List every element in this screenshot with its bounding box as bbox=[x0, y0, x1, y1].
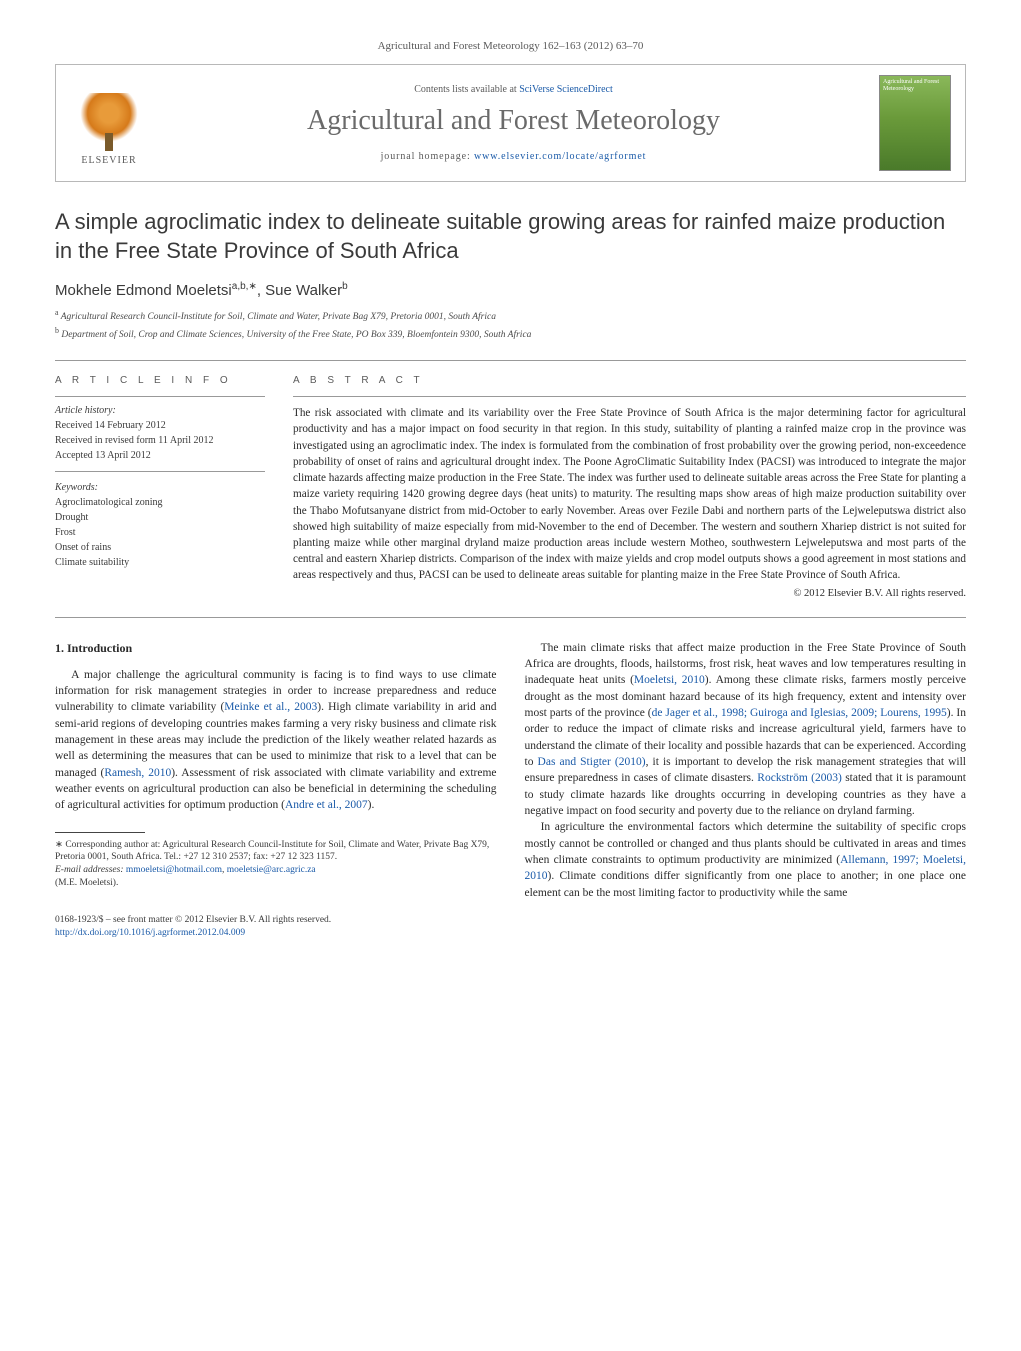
homepage-prefix: journal homepage: bbox=[381, 151, 474, 162]
footnote-divider bbox=[55, 832, 145, 833]
keywords-block: Keywords: Agroclimatological zoning Drou… bbox=[55, 480, 265, 570]
citation-link[interactable]: de Jager et al., 1998; Guiroga and Igles… bbox=[652, 707, 947, 719]
elsevier-tree-icon bbox=[80, 93, 138, 151]
divider bbox=[55, 360, 966, 361]
author-1: Mokhele Edmond Moeletsi bbox=[55, 282, 232, 299]
doi-link[interactable]: http://dx.doi.org/10.1016/j.agrformet.20… bbox=[55, 928, 245, 938]
footnotes: ∗ Corresponding author at: Agricultural … bbox=[55, 839, 497, 890]
keyword: Climate suitability bbox=[55, 555, 265, 570]
abstract-block: A B S T R A C T The risk associated with… bbox=[293, 375, 966, 599]
citation-link[interactable]: Moeletsi, 2010 bbox=[634, 674, 705, 686]
email-line: E-mail addresses: mmoeletsi@hotmail.com,… bbox=[55, 864, 497, 877]
history-accepted: Accepted 13 April 2012 bbox=[55, 448, 265, 463]
email-attribution: (M.E. Moeletsi). bbox=[55, 877, 497, 890]
article-title: A simple agroclimatic index to delineate… bbox=[55, 208, 966, 265]
journal-cover-thumb: Agricultural and Forest Meteorology bbox=[879, 75, 951, 171]
author-2-affil: b bbox=[342, 281, 348, 292]
issn-line: 0168-1923/$ – see front matter © 2012 El… bbox=[55, 914, 497, 927]
citation-link[interactable]: Rockström (2003) bbox=[757, 772, 842, 784]
elsevier-name: ELSEVIER bbox=[81, 155, 136, 166]
history-received: Received 14 February 2012 bbox=[55, 418, 265, 433]
keyword: Frost bbox=[55, 525, 265, 540]
keyword: Agroclimatological zoning bbox=[55, 495, 265, 510]
page-root: Agricultural and Forest Meteorology 162–… bbox=[0, 0, 1021, 971]
article-info: A R T I C L E I N F O Article history: R… bbox=[55, 375, 265, 599]
article-history: Article history: Received 14 February 20… bbox=[55, 403, 265, 472]
affiliation-b-text: Department of Soil, Crop and Climate Sci… bbox=[61, 330, 531, 340]
text-run: ). bbox=[368, 799, 375, 811]
affiliation-b: b Department of Soil, Crop and Climate S… bbox=[55, 325, 966, 342]
keyword: Onset of rains bbox=[55, 540, 265, 555]
homepage-line: journal homepage: www.elsevier.com/locat… bbox=[162, 151, 865, 162]
author-1-affil: a,b, bbox=[232, 281, 249, 292]
history-head: Article history: bbox=[55, 403, 265, 418]
abstract-label: A B S T R A C T bbox=[293, 375, 966, 386]
affiliation-a-text: Agricultural Research Council-Institute … bbox=[61, 312, 496, 322]
author-2: , Sue Walker bbox=[257, 282, 342, 299]
affiliation-a: a Agricultural Research Council-Institut… bbox=[55, 307, 966, 324]
keywords-head: Keywords: bbox=[55, 480, 265, 495]
section-heading: 1. Introduction bbox=[55, 640, 497, 657]
journal-header: ELSEVIER Contents lists available at Sci… bbox=[55, 64, 966, 182]
section-title: Introduction bbox=[67, 641, 132, 655]
body-columns: 1. Introduction A major challenge the ag… bbox=[55, 640, 966, 941]
keyword: Drought bbox=[55, 510, 265, 525]
email-link[interactable]: moeletsie@arc.agric.za bbox=[227, 865, 316, 875]
bottom-meta: 0168-1923/$ – see front matter © 2012 El… bbox=[55, 914, 497, 941]
citation-link[interactable]: Das and Stigter (2010) bbox=[538, 756, 646, 768]
contents-prefix: Contents lists available at bbox=[414, 84, 519, 95]
contents-line: Contents lists available at SciVerse Sci… bbox=[162, 84, 865, 95]
corresponding-author-note: ∗ Corresponding author at: Agricultural … bbox=[55, 839, 497, 865]
email-label: E-mail addresses: bbox=[55, 865, 126, 875]
cover-thumb-title: Agricultural and Forest Meteorology bbox=[883, 79, 947, 92]
divider bbox=[55, 617, 966, 618]
authors-line: Mokhele Edmond Moeletsia,b,∗, Sue Walker… bbox=[55, 281, 966, 299]
journal-reference: Agricultural and Forest Meteorology 162–… bbox=[55, 40, 966, 52]
abstract-copyright: © 2012 Elsevier B.V. All rights reserved… bbox=[293, 588, 966, 599]
author-1-corr: ∗ bbox=[248, 281, 256, 292]
sciencedirect-link[interactable]: SciVerse ScienceDirect bbox=[519, 84, 613, 95]
section-number: 1. bbox=[55, 641, 64, 655]
history-revised: Received in revised form 11 April 2012 bbox=[55, 433, 265, 448]
citation-link[interactable]: Ramesh, 2010 bbox=[104, 767, 171, 779]
affiliations: a Agricultural Research Council-Institut… bbox=[55, 307, 966, 342]
abstract-text: The risk associated with climate and its… bbox=[293, 405, 966, 584]
text-run: ). Climate conditions differ significant… bbox=[525, 870, 967, 898]
divider bbox=[293, 396, 966, 397]
paragraph: In agriculture the environmental factors… bbox=[525, 819, 967, 901]
paragraph: A major challenge the agricultural commu… bbox=[55, 667, 497, 814]
citation-link[interactable]: Meinke et al., 2003 bbox=[224, 701, 317, 713]
meta-row: A R T I C L E I N F O Article history: R… bbox=[55, 375, 966, 599]
homepage-link[interactable]: www.elsevier.com/locate/agrformet bbox=[474, 151, 646, 162]
header-center: Contents lists available at SciVerse Sci… bbox=[162, 84, 865, 162]
paragraph: The main climate risks that affect maize… bbox=[525, 640, 967, 820]
elsevier-logo: ELSEVIER bbox=[70, 81, 148, 166]
divider bbox=[55, 396, 265, 397]
journal-title: Agricultural and Forest Meteorology bbox=[162, 105, 865, 137]
column-left: 1. Introduction A major challenge the ag… bbox=[55, 640, 497, 941]
article-info-label: A R T I C L E I N F O bbox=[55, 375, 265, 386]
column-right: The main climate risks that affect maize… bbox=[525, 640, 967, 941]
email-link[interactable]: mmoeletsi@hotmail.com bbox=[126, 865, 222, 875]
citation-link[interactable]: Andre et al., 2007 bbox=[285, 799, 368, 811]
